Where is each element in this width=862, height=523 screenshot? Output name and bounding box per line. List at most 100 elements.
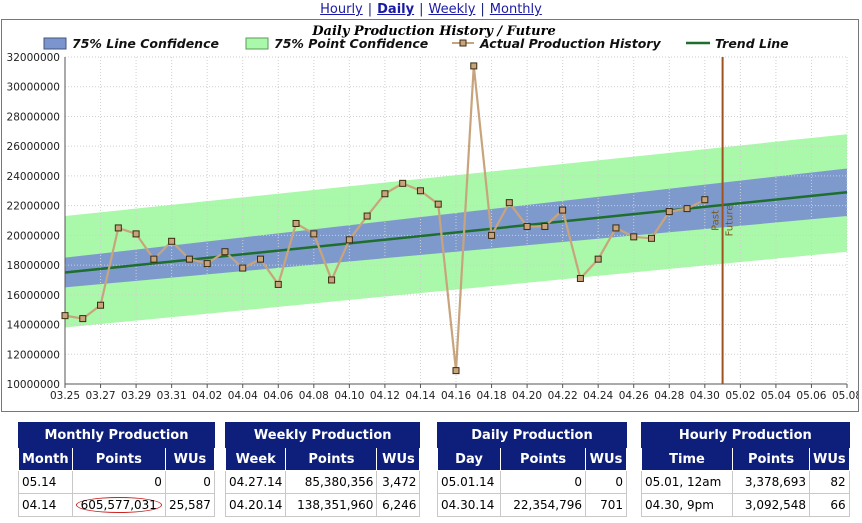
y-tick-label: 18000000 <box>7 260 60 272</box>
data-point <box>665 208 673 216</box>
y-tick-label: 30000000 <box>7 82 60 94</box>
table-cell: 3,092,548 <box>732 493 810 517</box>
legend-label: Actual Production History <box>479 36 661 51</box>
table-cell: 04.14 <box>18 493 73 517</box>
nav-separator: | <box>419 2 424 17</box>
data-point <box>594 255 602 263</box>
table-cell: 22,354,796 <box>500 493 586 517</box>
nav-separator: | <box>480 2 485 17</box>
data-point <box>523 222 531 230</box>
column-header: Points <box>71 447 166 471</box>
table-cell: 82 <box>809 470 850 494</box>
data-point <box>257 255 264 263</box>
data-point <box>701 196 709 204</box>
table-cell: 04.20.14 <box>224 493 287 517</box>
future-label: Future <box>725 205 736 237</box>
table-cell: 05.14 <box>18 470 73 494</box>
column-header: Points <box>500 447 586 471</box>
column-header: WUs <box>585 447 627 471</box>
data-point <box>61 312 69 320</box>
table-cell: 05.01, 12am <box>641 470 733 494</box>
hourly-production-table: Hourly Production Time Points WUs 05.01,… <box>641 422 850 517</box>
table-cell: 3,472 <box>376 470 421 494</box>
x-tick-label: 04.04 <box>228 390 258 402</box>
table-title: Daily Production <box>437 422 627 448</box>
y-tick-label: 14000000 <box>7 320 60 332</box>
data-point <box>345 236 353 244</box>
table-row: 05.01, 12am 3,378,693 82 <box>641 470 850 494</box>
data-point <box>416 187 424 195</box>
data-point <box>612 224 620 232</box>
column-header: WUs <box>164 447 215 471</box>
table-cell: 04.30, 9pm <box>641 493 733 517</box>
legend-label: 75% Point Confidence <box>274 36 428 51</box>
data-point <box>168 237 176 245</box>
x-tick-label: 04.28 <box>654 390 684 402</box>
table-cell: 605,577,031 <box>71 493 166 517</box>
column-header: Points <box>285 447 378 471</box>
table-cell: 04.30.14 <box>437 493 501 517</box>
data-point <box>683 205 691 213</box>
column-header: WUs <box>809 447 850 471</box>
legend-swatch-line-confidence <box>43 37 67 50</box>
table-row: 04.30, 9pm 3,092,548 66 <box>641 493 850 517</box>
table-title: Monthly Production <box>18 422 215 448</box>
nav-link-hourly[interactable]: Hourly <box>320 2 363 17</box>
table-cell: 701 <box>585 493 627 517</box>
data-point <box>292 219 300 227</box>
legend-label: Trend Line <box>715 36 789 51</box>
y-tick-label: 32000000 <box>7 52 60 64</box>
data-point <box>185 255 193 263</box>
data-point <box>328 276 336 284</box>
y-tick-label: 12000000 <box>7 349 60 361</box>
table-cell: 85,380,356 <box>285 470 378 494</box>
nav-link-daily[interactable]: Daily <box>377 2 415 17</box>
x-tick-label: 04.20 <box>512 390 542 402</box>
data-point <box>488 231 496 239</box>
legend-swatch-actual-marker <box>459 39 467 47</box>
data-point <box>221 248 229 256</box>
data-point <box>97 301 105 309</box>
period-nav: Hourly | Daily | Weekly | Monthly <box>0 2 862 17</box>
data-point <box>559 206 567 214</box>
x-tick-label: 03.29 <box>121 390 151 402</box>
y-tick-label: 10000000 <box>7 379 60 391</box>
table-row: 04.14 605,577,031 25,587 <box>18 493 215 517</box>
x-tick-label: 03.31 <box>157 390 187 402</box>
table-title: Weekly Production <box>224 422 421 448</box>
data-point <box>576 274 584 282</box>
data-point <box>541 222 549 230</box>
nav-link-monthly[interactable]: Monthly <box>489 2 542 17</box>
trend-line <box>64 191 848 274</box>
data-point <box>470 62 478 70</box>
x-tick-label: 04.16 <box>441 390 471 402</box>
data-point <box>434 200 442 208</box>
column-header: Month <box>18 447 73 471</box>
y-tick-label: 26000000 <box>7 141 60 153</box>
past-label: Past <box>711 210 722 231</box>
x-tick-label: 04.02 <box>192 390 222 402</box>
data-point <box>505 199 513 207</box>
nav-separator: | <box>367 2 373 17</box>
legend-swatch-point-confidence <box>245 37 269 50</box>
table-cell: 05.01.14 <box>437 470 501 494</box>
data-point <box>630 233 638 241</box>
x-tick-label: 05.08 <box>832 390 858 402</box>
x-tick-label: 04.30 <box>690 390 720 402</box>
table-cell: 0 <box>71 470 166 494</box>
nav-link-weekly[interactable]: Weekly <box>428 2 476 17</box>
data-point <box>239 264 247 272</box>
legend-label: 75% Line Confidence <box>72 36 219 51</box>
table-row: 05.01.14 0 0 <box>437 470 627 494</box>
data-point <box>648 234 655 242</box>
data-point <box>114 224 122 232</box>
x-tick-label: 05.02 <box>725 390 755 402</box>
data-point <box>399 179 407 187</box>
chart-title: Daily Production History / Future <box>311 24 555 39</box>
daily-production-table: Daily Production Day Points WUs 05.01.14… <box>437 422 627 517</box>
data-point <box>79 315 87 323</box>
table-row: 05.14 0 0 <box>18 470 215 494</box>
table-row: 04.27.14 85,380,356 3,472 <box>224 470 421 494</box>
monthly-production-table: Monthly Production Month Points WUs 05.1… <box>18 422 215 517</box>
x-tick-label: 03.27 <box>86 390 116 402</box>
